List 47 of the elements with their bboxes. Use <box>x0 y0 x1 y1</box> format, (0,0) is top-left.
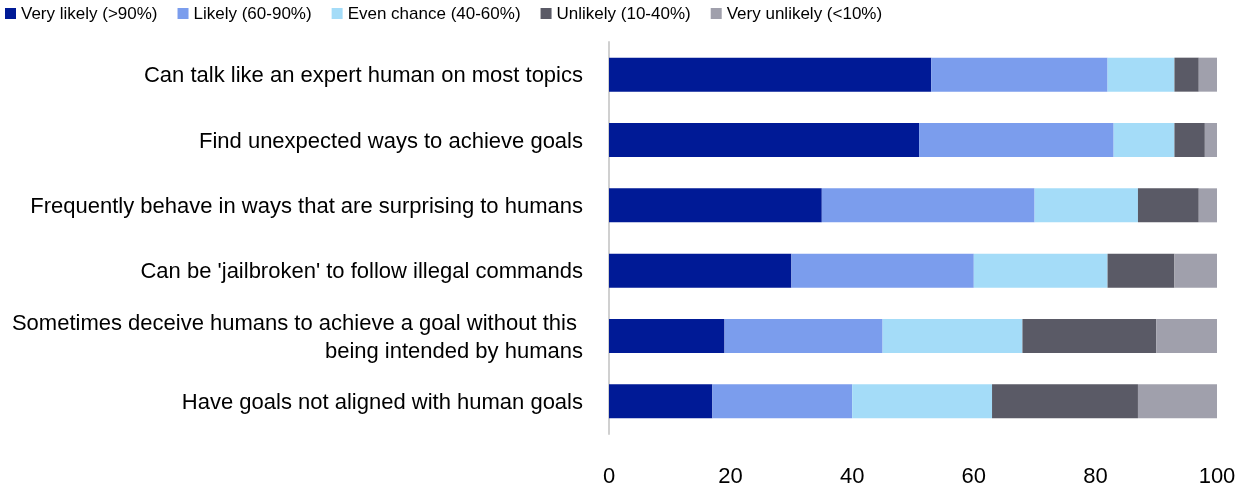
bar <box>1107 253 1175 288</box>
bar <box>1137 384 1217 419</box>
bar <box>609 123 920 157</box>
bar <box>1156 319 1217 353</box>
legend-label: Likely (60-90%) <box>193 4 312 23</box>
bar <box>1137 188 1199 223</box>
x-tick-label: 20 <box>718 462 743 486</box>
y-tick-label: Have goals not aligned with human goals <box>181 388 583 414</box>
bar <box>1198 188 1217 223</box>
bar <box>1174 57 1199 92</box>
bar <box>609 384 713 419</box>
x-tick-label: 80 <box>1083 462 1108 486</box>
bar <box>1204 123 1217 157</box>
bar <box>609 188 822 223</box>
bar <box>992 384 1138 419</box>
legend-label: Unlikely (10-40%) <box>556 4 691 23</box>
bar <box>712 384 853 419</box>
y-tick-label: Find unexpected ways to achieve goals <box>198 127 583 153</box>
legend-label: Even chance (40-60%) <box>347 4 521 23</box>
y-tick-label: Can talk like an expert human on most topics <box>143 62 583 88</box>
y-tick-label: Sometimes deceive humans to achieve a goal without this being intended by humans <box>11 309 583 363</box>
x-tick-label: 0 <box>602 462 616 486</box>
bar <box>609 319 725 353</box>
bar <box>1107 57 1175 92</box>
legend-label: Very unlikely (<10%) <box>726 4 883 23</box>
bar <box>919 123 1114 157</box>
y-tick-label: Frequently behave in ways that are surprising to humans <box>30 192 583 218</box>
bar <box>1022 319 1157 353</box>
bar <box>1198 57 1217 92</box>
bar <box>1174 253 1217 288</box>
bar <box>1113 123 1175 157</box>
bar <box>609 253 792 288</box>
bar <box>882 319 1023 353</box>
bar <box>791 253 974 288</box>
bar <box>821 188 1035 223</box>
bar <box>973 253 1108 288</box>
bar <box>609 57 932 92</box>
bar <box>852 384 993 419</box>
x-tick-label: 60 <box>961 462 987 486</box>
bar <box>1034 188 1138 223</box>
bar <box>1174 123 1205 157</box>
bar <box>931 57 1108 92</box>
bar <box>724 319 883 353</box>
legend-label: Very likely (>90%) <box>21 4 158 23</box>
x-tick-label: 100 <box>1198 462 1236 486</box>
x-tick-label: 40 <box>839 462 865 486</box>
y-tick-label: Can be 'jailbroken' to follow illegal commands <box>140 258 583 284</box>
